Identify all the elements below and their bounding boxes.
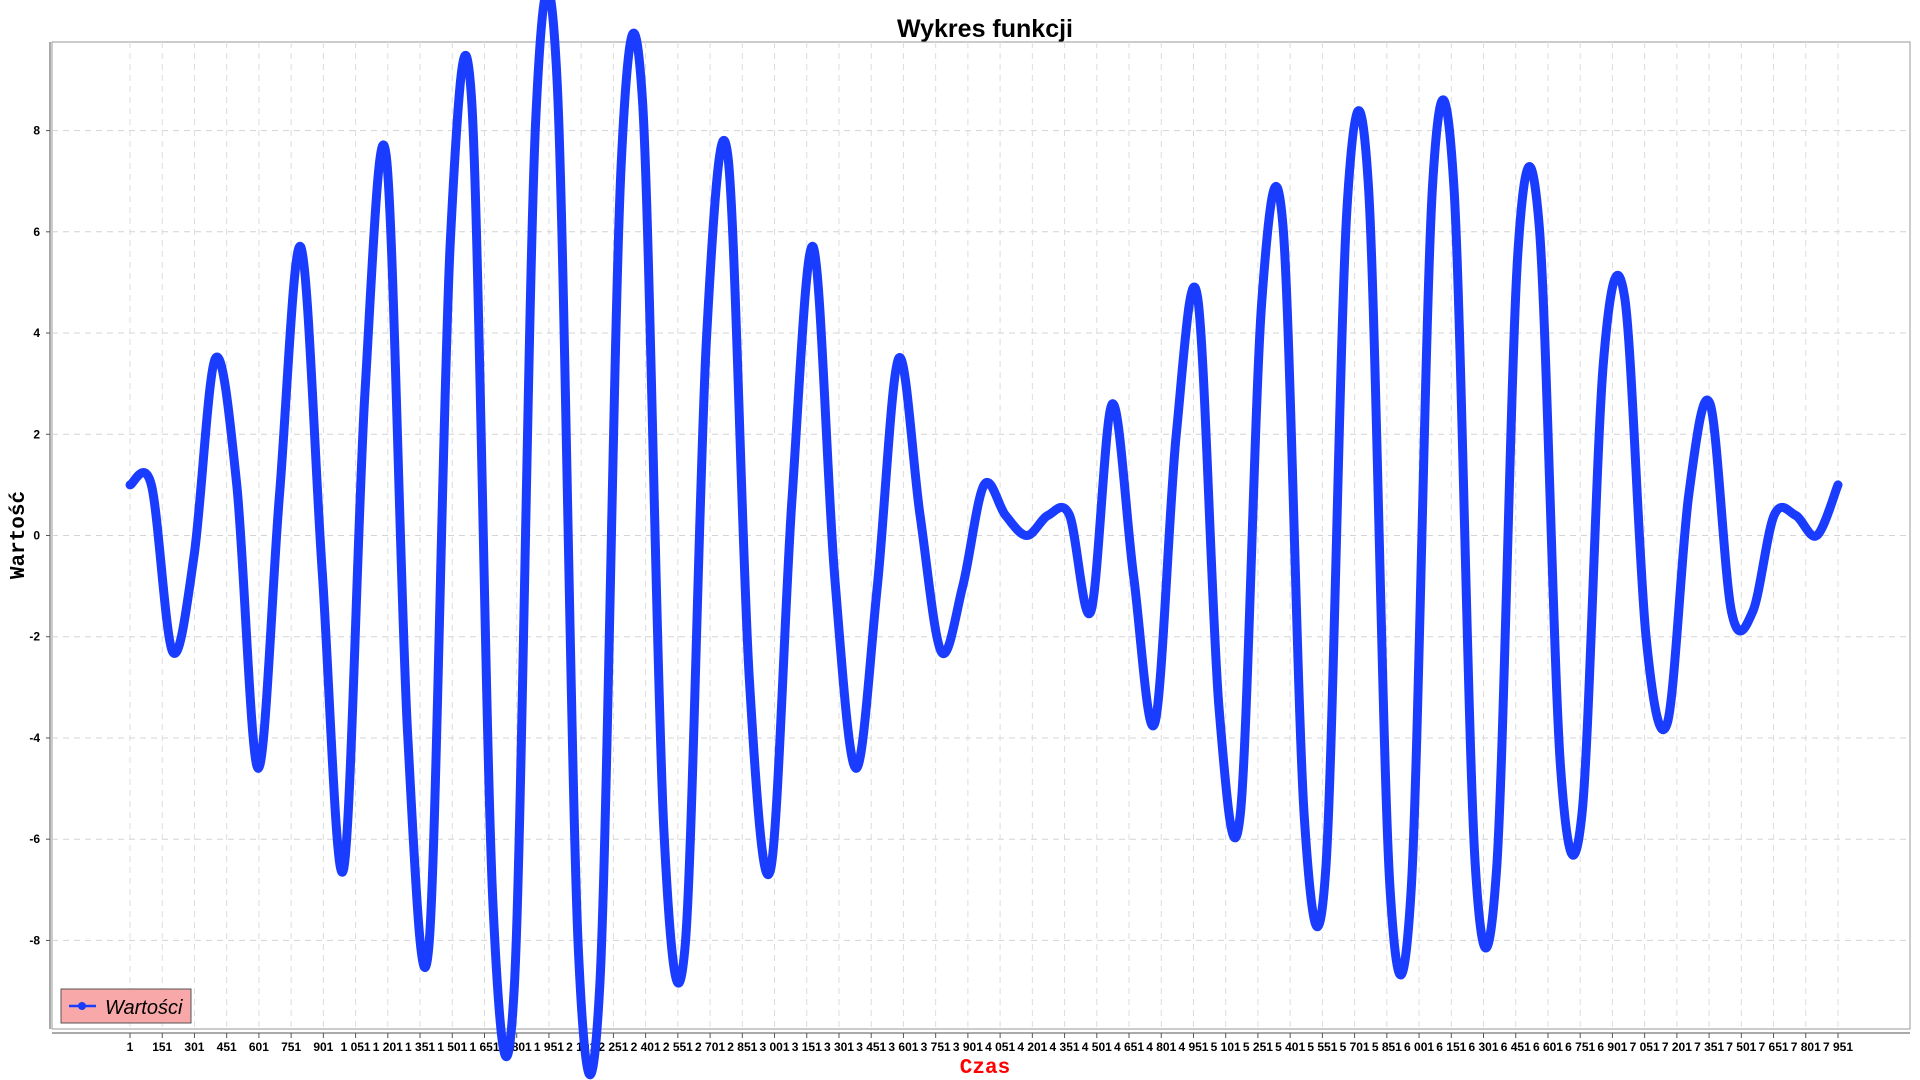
- legend-label: Wartości: [105, 997, 183, 1019]
- x-tick-label: 5 701: [1340, 1040, 1370, 1054]
- x-tick-label: 4 201: [1017, 1040, 1047, 1054]
- x-tick-label: 4 501: [1082, 1040, 1112, 1054]
- x-tick-label: 2 251: [598, 1040, 628, 1054]
- x-tick-label: 2 551: [663, 1040, 693, 1054]
- legend: Wartości: [60, 988, 192, 1024]
- x-tick-label: 6 001: [1404, 1040, 1434, 1054]
- x-tick-label: 1 651: [469, 1040, 499, 1054]
- x-tick-label: 7 351: [1694, 1040, 1724, 1054]
- x-tick-label: 3 001: [760, 1040, 790, 1054]
- x-tick-label: 2 401: [631, 1040, 661, 1054]
- x-axis-ticks: 1 151 301 451 601 751 901 1 051 1 201 1 351 1 501 1…: [127, 1033, 1853, 1054]
- x-tick-label: 3 451: [856, 1040, 886, 1054]
- x-tick-label: 7 651: [1759, 1040, 1789, 1054]
- x-tick-label: 6 601: [1533, 1040, 1563, 1054]
- x-tick-label: 5 251: [1243, 1040, 1273, 1054]
- x-tick-label: 7 051: [1630, 1040, 1660, 1054]
- x-tick-label: 1 051: [341, 1040, 371, 1054]
- x-axis-title: Czas: [960, 1057, 1010, 1080]
- y-axis-title: Wartość: [8, 491, 31, 579]
- x-tick-label: 601: [249, 1040, 269, 1054]
- x-tick-label: 4 951: [1178, 1040, 1208, 1054]
- x-tick-label: 6 301: [1468, 1040, 1498, 1054]
- x-tick-label: 2 851: [727, 1040, 757, 1054]
- x-tick-label: 151: [152, 1040, 172, 1054]
- x-tick-label: 3 751: [921, 1040, 951, 1054]
- legend-box: [60, 988, 192, 1024]
- x-tick-label: 901: [313, 1040, 333, 1054]
- y-tick-label: -2: [29, 630, 40, 644]
- x-tick-label: 7 501: [1726, 1040, 1756, 1054]
- y-tick-label: -6: [29, 832, 40, 846]
- x-tick-label: 451: [217, 1040, 237, 1054]
- y-axis-ticks: -8 -6 -4 -2 0 2 4 6 8: [29, 124, 50, 947]
- y-tick-label: -4: [29, 731, 40, 745]
- y-tick-label: -8: [29, 933, 40, 947]
- x-tick-label: 1 951: [534, 1040, 564, 1054]
- y-tick-label: 6: [33, 225, 40, 239]
- x-tick-label: 301: [184, 1040, 204, 1054]
- x-tick-label: 6 751: [1565, 1040, 1595, 1054]
- x-tick-label: 5 101: [1211, 1040, 1241, 1054]
- y-tick-label: 4: [33, 326, 40, 340]
- x-tick-label: 6 451: [1501, 1040, 1531, 1054]
- x-tick-label: 4 801: [1146, 1040, 1176, 1054]
- x-tick-label: 5 551: [1307, 1040, 1337, 1054]
- series-line-wartosci: [125, 0, 1843, 1080]
- x-tick-label: 6 151: [1436, 1040, 1466, 1054]
- y-tick-label: 2: [33, 427, 40, 441]
- x-tick-label: 7 951: [1823, 1040, 1853, 1054]
- x-tick-label: 4 051: [985, 1040, 1015, 1054]
- legend-dot-marker: [78, 1002, 86, 1010]
- x-tick-label: 1: [127, 1040, 134, 1054]
- x-tick-label: 7 801: [1791, 1040, 1821, 1054]
- x-tick-label: 1 351: [405, 1040, 435, 1054]
- x-tick-label: 1 501: [437, 1040, 467, 1054]
- x-tick-label: 3 151: [792, 1040, 822, 1054]
- chart-title: Wykres funkcji: [897, 15, 1073, 43]
- x-tick-label: 2 701: [695, 1040, 725, 1054]
- x-tick-label: 5 401: [1275, 1040, 1305, 1054]
- x-tick-label: 4 651: [1114, 1040, 1144, 1054]
- x-tick-label: 751: [281, 1040, 301, 1054]
- x-tick-label: 3 601: [888, 1040, 918, 1054]
- x-tick-label: 5 851: [1372, 1040, 1402, 1054]
- x-tick-label: 4 351: [1050, 1040, 1080, 1054]
- y-tick-label: 8: [33, 124, 40, 138]
- y-tick-label: 0: [33, 529, 40, 543]
- x-tick-label: 3 901: [953, 1040, 983, 1054]
- series-layer: [125, 0, 1843, 1080]
- x-tick-label: 7 201: [1662, 1040, 1692, 1054]
- x-tick-label: 1 201: [373, 1040, 403, 1054]
- x-tick-label: 6 901: [1597, 1040, 1627, 1054]
- x-tick-label: 3 301: [824, 1040, 854, 1054]
